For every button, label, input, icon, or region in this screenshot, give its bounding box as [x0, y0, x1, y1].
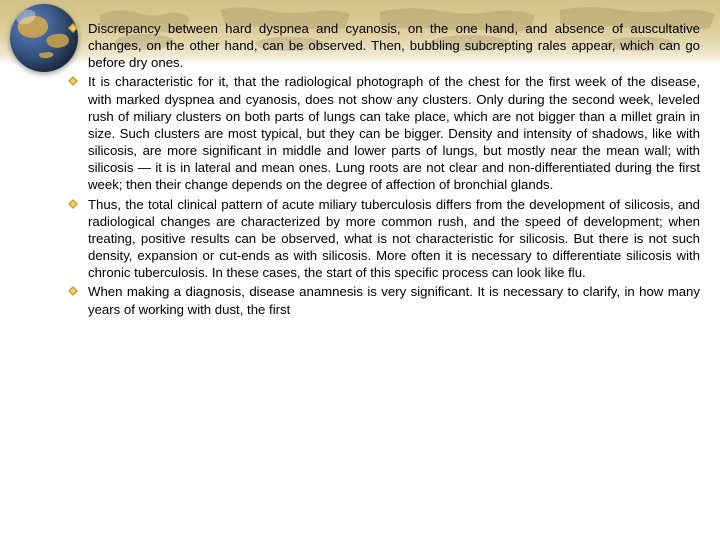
list-item: When making a diagnosis, disease anamnes… [88, 283, 700, 317]
paragraph-text: Discrepancy between hard dyspnea and cya… [88, 20, 700, 71]
bullet-icon [68, 199, 78, 209]
list-item: It is characteristic for it, that the ra… [88, 73, 700, 193]
bullet-icon [68, 23, 78, 33]
paragraph-text: Thus, the total clinical pattern of acut… [88, 196, 700, 282]
list-item: Discrepancy between hard dyspnea and cya… [88, 20, 700, 71]
bullet-icon [68, 76, 78, 86]
list-item: Thus, the total clinical pattern of acut… [88, 196, 700, 282]
bullet-icon [68, 286, 78, 296]
paragraph-text: When making a diagnosis, disease anamnes… [88, 283, 700, 317]
slide-content: Discrepancy between hard dyspnea and cya… [88, 20, 700, 320]
globe-logo [10, 4, 78, 72]
paragraph-text: It is characteristic for it, that the ra… [88, 73, 700, 193]
